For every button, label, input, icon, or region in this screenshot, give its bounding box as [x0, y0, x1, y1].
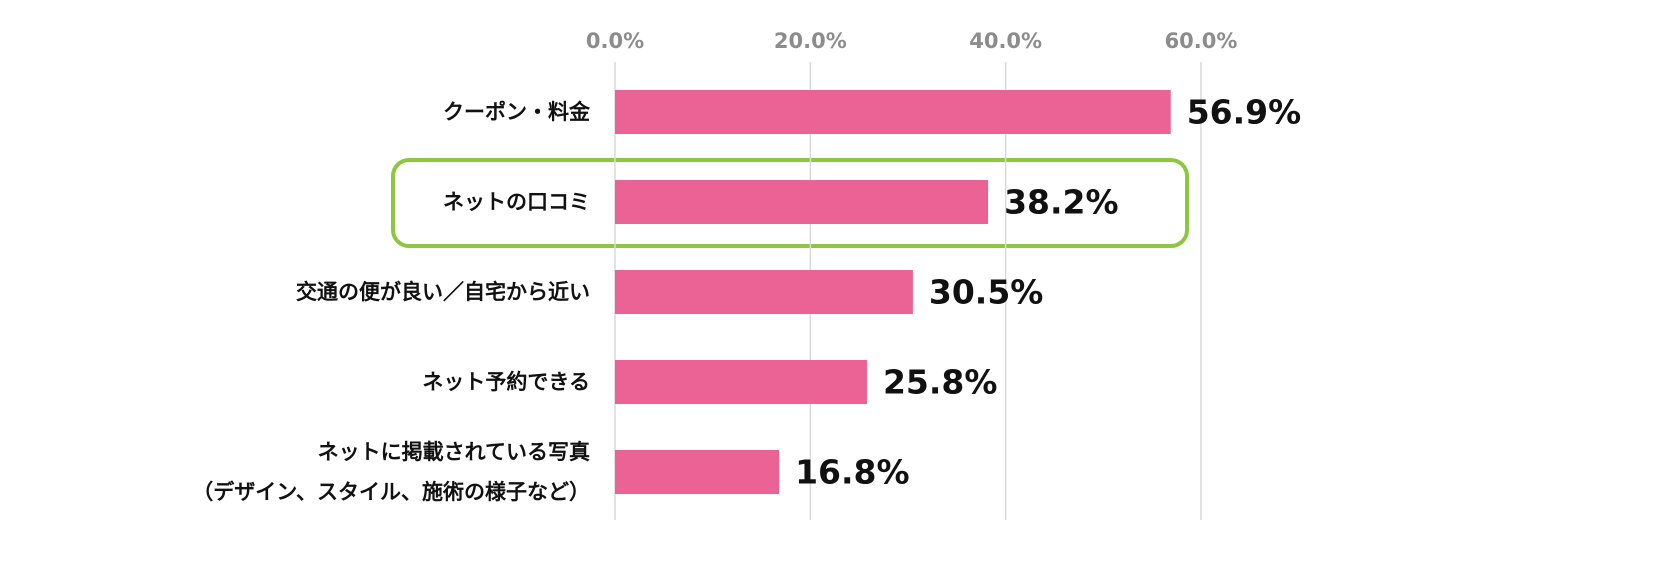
category-label: クーポン・料金	[443, 100, 590, 124]
x-tick-label: 20.0%	[774, 29, 847, 53]
value-label: 38.2%	[1004, 183, 1119, 222]
category-label: ネットに掲載されている写真 （デザイン、スタイル、施術の様子など）	[192, 440, 590, 504]
value-label: 16.8%	[795, 453, 910, 492]
value-label: 30.5%	[929, 273, 1043, 312]
x-tick-label: 40.0%	[969, 29, 1042, 53]
x-tick-label: 0.0%	[586, 29, 644, 53]
bar	[615, 450, 780, 494]
bar	[615, 180, 989, 224]
highlight-box	[391, 158, 1189, 248]
category-label: ネットの口コミ	[443, 190, 590, 214]
bar	[615, 360, 867, 404]
bar	[615, 270, 913, 314]
category-label: 交通の便が良い／自宅から近い	[296, 280, 590, 304]
category-label: ネット予約できる	[422, 370, 590, 394]
value-label: 56.9%	[1187, 93, 1302, 132]
bar	[615, 90, 1171, 134]
value-label: 25.8%	[883, 363, 998, 402]
x-tick-label: 60.0%	[1165, 29, 1238, 53]
